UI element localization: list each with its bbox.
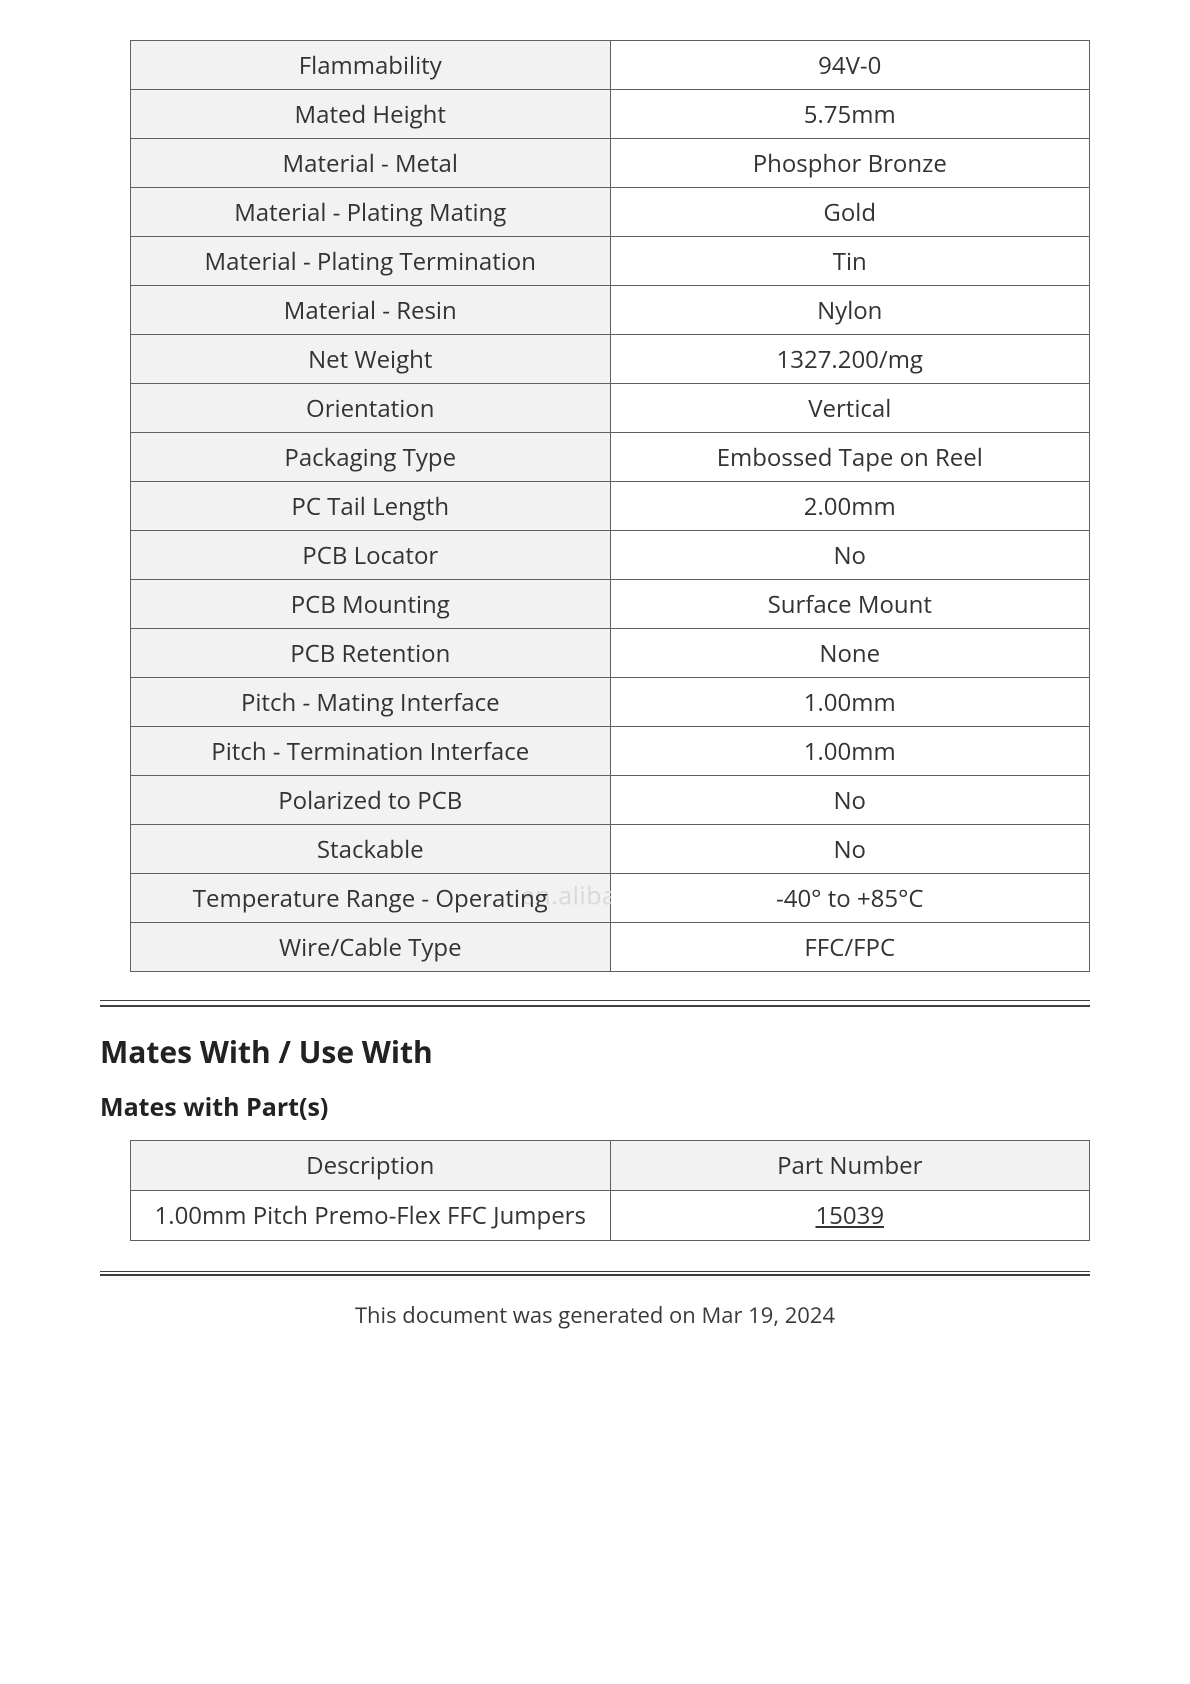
spec-label: PC Tail Length: [131, 482, 611, 531]
table-row: Pitch - Termination Interface1.00mm: [131, 727, 1090, 776]
spec-value: No: [610, 825, 1090, 874]
mates-description-cell: 1.00mm Pitch Premo-Flex FFC Jumpers: [131, 1191, 611, 1241]
mates-with-heading: Mates With / Use With: [100, 1031, 1090, 1072]
spec-label: Wire/Cable Type: [131, 923, 611, 972]
spec-label: PCB Retention: [131, 629, 611, 678]
table-row: OrientationVertical: [131, 384, 1090, 433]
spec-label: Pitch - Termination Interface: [131, 727, 611, 776]
spec-value: Surface Mount: [610, 580, 1090, 629]
specifications-table: Flammability94V-0Mated Height5.75mmMater…: [130, 40, 1090, 972]
table-row: PCB LocatorNo: [131, 531, 1090, 580]
spec-label: Temperature Range - Operating.en.alibaba…: [131, 874, 611, 923]
spec-value: None: [610, 629, 1090, 678]
spec-value: Phosphor Bronze: [610, 139, 1090, 188]
mates-with-subheading: Mates with Part(s): [100, 1090, 1090, 1124]
table-row: Wire/Cable TypeFFC/FPC: [131, 923, 1090, 972]
spec-label: Stackable: [131, 825, 611, 874]
part-number-link[interactable]: 15039: [815, 1199, 884, 1232]
spec-label: Material - Plating Mating: [131, 188, 611, 237]
spec-value: 94V-0: [610, 41, 1090, 90]
spec-label: Material - Metal: [131, 139, 611, 188]
spec-label: Pitch - Mating Interface: [131, 678, 611, 727]
spec-value: No: [610, 531, 1090, 580]
spec-label: Orientation: [131, 384, 611, 433]
spec-value: Vertical: [610, 384, 1090, 433]
spec-value: FFC/FPC: [610, 923, 1090, 972]
table-row: Polarized to PCBNo: [131, 776, 1090, 825]
spec-value: 1.00mm: [610, 727, 1090, 776]
table-row: PCB RetentionNone: [131, 629, 1090, 678]
mates-with-table: Description Part Number 1.00mm Pitch Pre…: [130, 1140, 1090, 1241]
spec-label: PCB Locator: [131, 531, 611, 580]
section-divider-thin: [100, 1271, 1090, 1272]
table-row: Material - MetalPhosphor Bronze: [131, 139, 1090, 188]
spec-value: No: [610, 776, 1090, 825]
spec-label: Net Weight: [131, 335, 611, 384]
table-row: Material - Plating TerminationTin: [131, 237, 1090, 286]
spec-value: Gold: [610, 188, 1090, 237]
mates-col-description: Description: [131, 1141, 611, 1191]
spec-label: PCB Mounting: [131, 580, 611, 629]
spec-label: Packaging Type: [131, 433, 611, 482]
spec-value: 2.00mm: [610, 482, 1090, 531]
spec-value: 5.75mm: [610, 90, 1090, 139]
spec-label: Flammability: [131, 41, 611, 90]
table-row: StackableNo: [131, 825, 1090, 874]
table-row: Net Weight1327.200/mg: [131, 335, 1090, 384]
table-row: Material - Plating MatingGold: [131, 188, 1090, 237]
table-row: Mated Height5.75mm: [131, 90, 1090, 139]
spec-value: 1.00mm: [610, 678, 1090, 727]
spec-label: Material - Plating Termination: [131, 237, 611, 286]
spec-label: Mated Height: [131, 90, 611, 139]
spec-value: Embossed Tape on Reel: [610, 433, 1090, 482]
table-row: PC Tail Length2.00mm: [131, 482, 1090, 531]
table-row: Flammability94V-0: [131, 41, 1090, 90]
spec-label: Polarized to PCB: [131, 776, 611, 825]
section-divider-thin: [100, 1000, 1090, 1001]
spec-value: -40° to +85°C: [610, 874, 1090, 923]
generated-date-footer: This document was generated on Mar 19, 2…: [100, 1300, 1090, 1330]
mates-col-partnumber: Part Number: [610, 1141, 1090, 1191]
mates-partnumber-cell[interactable]: 15039: [610, 1191, 1090, 1241]
table-row: Material - ResinNylon: [131, 286, 1090, 335]
table-row: 1.00mm Pitch Premo-Flex FFC Jumpers 1503…: [131, 1191, 1090, 1241]
spec-value: 1327.200/mg: [610, 335, 1090, 384]
spec-value: Tin: [610, 237, 1090, 286]
table-row: PCB MountingSurface Mount: [131, 580, 1090, 629]
spec-label: Material - Resin: [131, 286, 611, 335]
table-row: Packaging TypeEmbossed Tape on Reel: [131, 433, 1090, 482]
spec-value: Nylon: [610, 286, 1090, 335]
table-row: Pitch - Mating Interface1.00mm: [131, 678, 1090, 727]
section-divider-thick: [100, 1005, 1090, 1007]
table-row: Temperature Range - Operating.en.alibaba…: [131, 874, 1090, 923]
section-divider-thick: [100, 1274, 1090, 1276]
